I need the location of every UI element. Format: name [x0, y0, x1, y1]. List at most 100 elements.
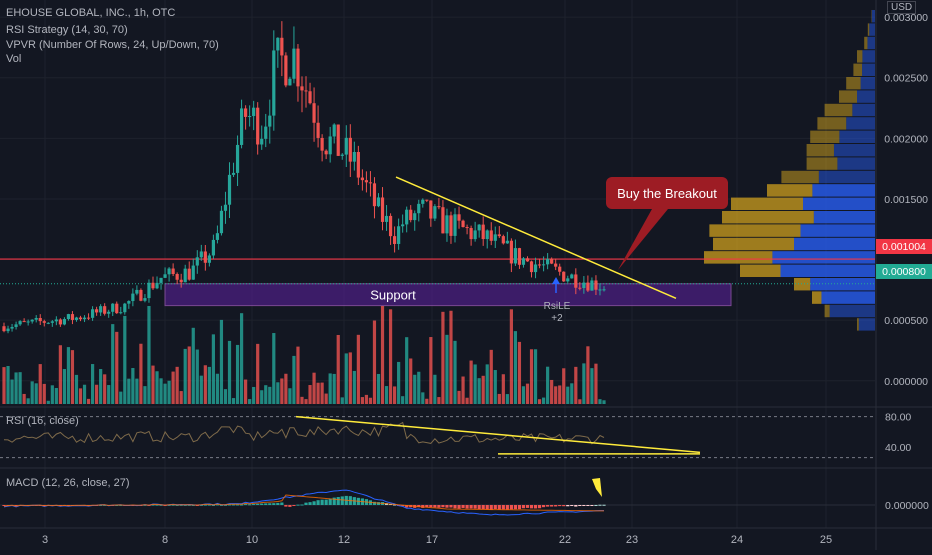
- candle-body: [594, 280, 597, 289]
- macd-hist-bar: [304, 503, 307, 505]
- candle-body: [341, 155, 344, 156]
- macd-pane-label[interactable]: MACD (12, 26, close, 27): [6, 477, 130, 489]
- candle-body: [131, 294, 134, 301]
- volume-bar: [502, 374, 505, 404]
- volume-bar: [602, 400, 605, 404]
- candle-body: [329, 136, 332, 154]
- candle-body: [55, 319, 58, 321]
- candle-body: [349, 138, 352, 162]
- vpvr-up-bar: [819, 171, 875, 183]
- candle-body: [83, 318, 86, 320]
- volume-bar: [39, 364, 42, 404]
- volume-bar: [341, 397, 344, 404]
- volume-bar: [107, 385, 110, 404]
- volume-bar: [103, 374, 106, 404]
- candle-body: [31, 320, 34, 322]
- macd-hist-bar: [502, 505, 505, 509]
- volume-bar: [453, 341, 456, 404]
- buy-the-breakout-callout[interactable]: Buy the Breakout: [606, 177, 728, 209]
- macd-hist-bar: [474, 505, 477, 509]
- candle-body: [437, 206, 440, 207]
- vpvr-down-bar: [857, 50, 862, 62]
- volume-bar: [99, 369, 102, 404]
- volume-bar: [127, 379, 130, 404]
- volume-bar: [19, 372, 22, 404]
- candle-body: [272, 50, 275, 115]
- vpvr-down-bar: [853, 64, 862, 76]
- macd-hist-bar: [296, 505, 299, 506]
- volume-bar: [163, 384, 166, 404]
- candle-body: [87, 318, 90, 319]
- macd-hist-bar: [272, 503, 275, 505]
- rsi-pane-label[interactable]: RSI (16, close): [6, 415, 79, 427]
- volume-bar: [284, 374, 287, 404]
- volume-bar: [143, 386, 146, 404]
- macd-hist-bar: [542, 505, 545, 507]
- macd-hist-bar: [598, 505, 601, 506]
- candle-body: [482, 225, 485, 239]
- candle-body: [558, 267, 561, 272]
- symbol-legend[interactable]: EHOUSE GLOBAL, INC., 1h, OTC: [6, 7, 175, 19]
- vpvr-up-bar: [869, 23, 875, 35]
- rsi-strategy-legend[interactable]: RSI Strategy (14, 30, 70): [6, 24, 128, 36]
- candle-body: [228, 175, 231, 205]
- candle-body: [224, 205, 227, 211]
- vpvr-up-bar: [867, 37, 875, 49]
- time-axis-tick: 12: [338, 534, 350, 546]
- macd-hist-bar: [457, 505, 460, 509]
- macd-hist-bar: [562, 505, 565, 506]
- candle-body: [421, 200, 424, 204]
- candle-body: [453, 214, 456, 236]
- candle-body: [361, 178, 364, 181]
- volume-bar: [111, 324, 114, 404]
- rsi-tick: 80.00: [885, 412, 911, 424]
- candle-body: [180, 280, 183, 283]
- volume-bar: [494, 370, 497, 404]
- candle-body: [47, 323, 50, 324]
- vpvr-value-area-up: [814, 211, 875, 223]
- volume-bar: [67, 347, 70, 404]
- volume-bar: [131, 368, 134, 404]
- candle-body: [2, 326, 5, 331]
- volume-bar: [554, 386, 557, 404]
- macd-hist-bar: [325, 500, 328, 505]
- vpvr-down-bar: [825, 104, 853, 116]
- volume-bar: [586, 346, 589, 404]
- candle-body: [373, 183, 376, 206]
- volume-bar: [389, 309, 392, 404]
- candle-body: [502, 236, 505, 243]
- volume-bar: [292, 356, 295, 404]
- candle-body: [176, 274, 179, 280]
- vpvr-down-bar: [857, 318, 859, 330]
- candle-body: [582, 283, 585, 288]
- candle-body: [433, 206, 436, 218]
- time-axis-tick: 24: [731, 534, 743, 546]
- candle-body: [316, 123, 319, 138]
- volume-bar: [365, 395, 368, 404]
- volume-bar: [43, 384, 46, 404]
- volume-bar: [526, 384, 529, 404]
- volume-bar: [159, 378, 162, 404]
- macd-hist-bar: [566, 505, 569, 506]
- volume-bar: [590, 368, 593, 404]
- currency-badge[interactable]: USD: [887, 1, 916, 14]
- candle-body: [474, 230, 477, 239]
- macd-hist-bar: [292, 505, 295, 506]
- volume-bar: [316, 383, 319, 404]
- volume-legend[interactable]: Vol: [6, 53, 21, 65]
- volume-bar: [353, 371, 356, 404]
- vpvr-down-bar: [864, 37, 867, 49]
- vpvr-legend[interactable]: VPVR (Number Of Rows, 24, Up/Down, 70): [6, 39, 219, 51]
- volume-bar: [83, 385, 86, 404]
- candle-body: [168, 269, 171, 275]
- volume-bar: [574, 367, 577, 404]
- candle-body: [27, 321, 30, 322]
- candle-body: [397, 226, 400, 244]
- volume-bar: [345, 353, 348, 404]
- macd-hist-bar: [276, 503, 279, 505]
- candle-body: [578, 288, 581, 289]
- candle-body: [393, 236, 396, 244]
- candle-body: [602, 289, 605, 290]
